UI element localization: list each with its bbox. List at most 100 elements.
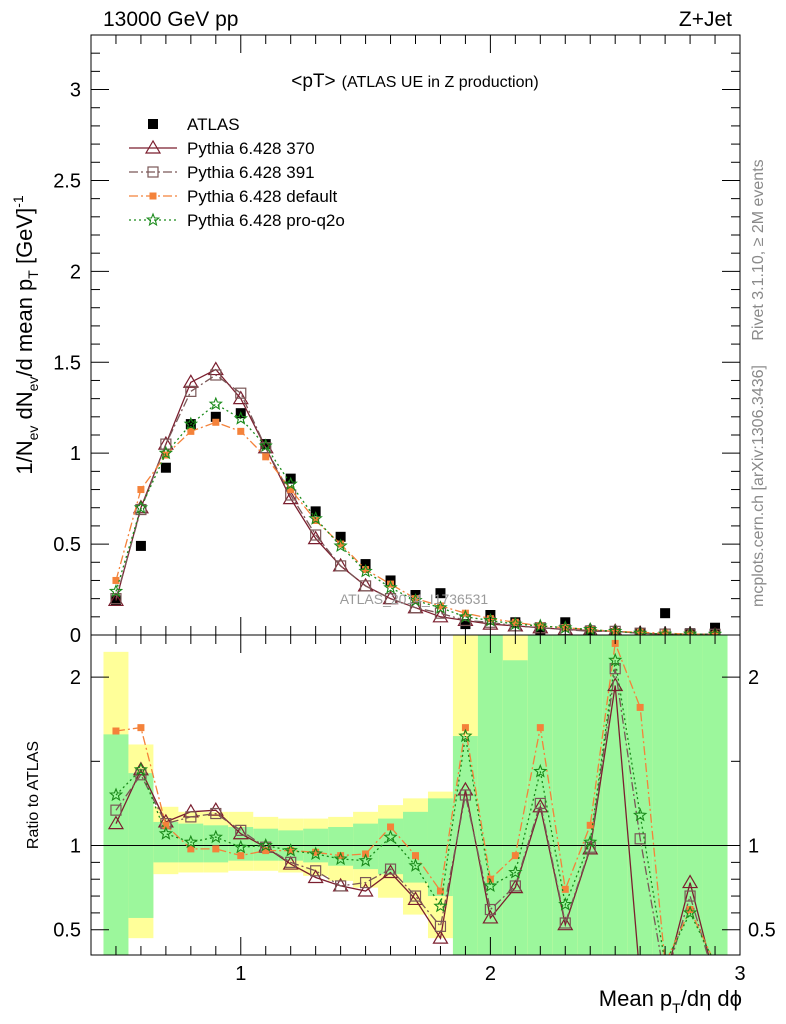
ratio-y-tick-label-right: 2 [748,667,759,689]
main-data-point [262,453,270,461]
main-data-point [258,438,273,453]
main-data-point [283,476,298,491]
main-data-point [233,411,248,425]
mcplots-label: mcplots.cern.ch [arXiv:1306.3436] [750,365,767,607]
ratio-data-point [583,834,598,849]
ratio-data-point [287,847,295,855]
main-data-point [660,608,671,619]
watermark: ATLAS_2014_I1736531 [340,591,489,607]
ratio-data-point [258,838,273,852]
main-data-point [432,608,449,623]
ratio-data-point [384,863,397,875]
ratio-data-point [511,852,519,860]
ratio-data-point [434,920,447,932]
ratio-data-point [609,663,621,675]
main-data-point [187,427,195,435]
ratio-series-layer [107,639,712,955]
ratio-y-tick-label-right: 1 [748,836,759,858]
ratio-data-point [433,898,448,913]
ratio-data-point [210,807,222,820]
main-data-point [112,576,120,584]
main-data-point [260,439,271,450]
main-data-point [185,385,197,397]
ratio-data-point [233,839,248,854]
ratio-data-point [285,856,297,868]
x-tick-label: 3 [734,963,745,985]
ratio-data-point [509,880,521,892]
ylabel-part-b: dN [12,391,37,425]
main-data-point [210,411,221,422]
ylabel-part-c: /d mean p [12,279,37,377]
main-data-point [335,560,347,572]
legend-label: Pythia 6.428 391 [187,163,315,182]
main-data-point [333,538,348,553]
main-data-point [132,499,149,514]
main-y-tick-label: 0 [70,625,81,647]
ratio-data-point [584,841,596,853]
legend-marker [145,212,161,227]
main-title: <pT> (ATLAS UE in Z production) [291,71,538,92]
uncertainty-band-green [552,635,578,955]
main-y-tick-label: 1 [70,443,81,465]
ylabel-part-d: [GeV] [12,208,37,270]
ratio-data-point [561,885,569,893]
main-data-point [362,566,370,574]
ratio-data-point [436,887,444,895]
main-data-point [435,588,446,599]
xlabel-sub: T [672,1000,681,1016]
main-y-tick-label: 2.5 [53,170,81,192]
ratio-series-3 [108,652,712,955]
main-y-tick-label: 0.5 [53,534,81,556]
ratio-data-point [235,824,247,836]
ratio-data-point [407,891,424,906]
main-data-point [162,451,170,459]
ratio-data-point [310,865,322,877]
main-data-point [433,600,448,614]
legend: ATLAS Pythia 6.428 370 Pythia 6.428 391 Pyt… [129,115,345,230]
ratio-panel-bands [91,635,740,955]
main-data-point [458,609,473,623]
ratio-data-point [632,807,648,822]
ratio-series-line [115,660,712,955]
ratio-data-point [183,834,199,849]
xlabel-part-b: /dη dϕ [681,986,742,1011]
uncertainty-band-green [702,635,728,955]
ratio-data-point [185,811,197,823]
main-y-tick-label: 2 [70,261,81,283]
main-data-point [287,486,295,494]
ratio-data-point [682,905,698,919]
header-right: Z+Jet [679,8,732,31]
ratio-data-point [634,833,646,845]
ratio-data-point [582,840,599,855]
main-data-point [235,387,247,399]
main-data-point [359,580,372,592]
ratio-data-point [237,852,245,860]
uncertainty-band-green [178,823,204,863]
main-data-point [511,618,519,626]
uncertainty-band-green [103,734,129,955]
ratio-data-point [262,847,270,855]
ratio-data-point [112,727,120,735]
ratio-series-line [115,668,709,955]
main-data-point [335,531,346,542]
rivet-label: Rivet 3.1.10, ≥ 2M events [750,159,767,340]
main-y-tick-label: 1.5 [53,352,81,374]
ratio-data-point [208,829,223,844]
main-data-point [260,442,272,454]
ratio-data-point [333,851,348,866]
ratio-data-point [532,798,549,813]
ratio-data-point [636,703,644,711]
ratio-data-point [557,916,574,931]
main-data-point [237,427,245,435]
main-data-point [461,609,469,617]
ratio-data-point [108,787,124,802]
ratio-data-point [533,763,548,778]
main-data-point [137,486,145,494]
main-title-sub: (ATLAS UE in Z production) [342,74,539,91]
ratio-data-point [458,728,473,743]
main-data-point [135,540,146,551]
main-title-main: <pT> [291,71,335,92]
ratio-data-point [110,804,122,816]
ratio-data-point [137,724,145,732]
main-data-point [337,540,345,548]
